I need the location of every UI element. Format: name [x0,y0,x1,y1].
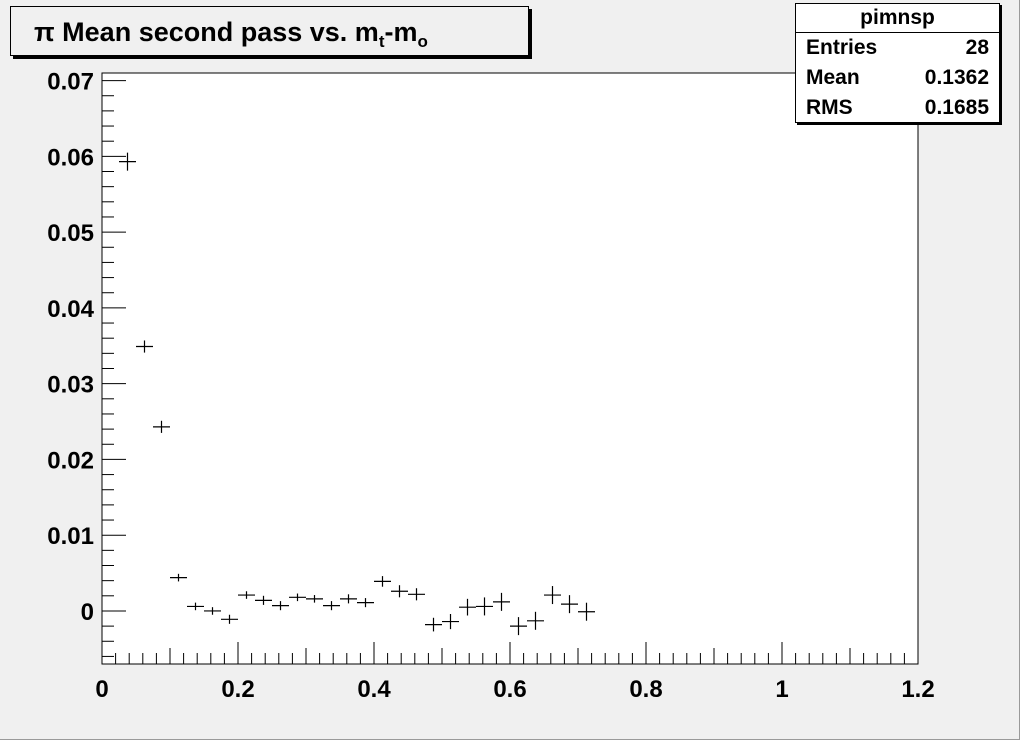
y-tick-label: 0.07 [47,69,94,96]
data-point [187,602,204,611]
x-tick-label: 0.6 [493,676,526,703]
data-point [221,614,238,624]
data-point [544,586,561,605]
title-middle: -m [384,17,418,47]
data-point [119,152,136,171]
y-tick-label: 0 [81,599,94,626]
data-point [408,588,425,601]
data-point [136,340,153,353]
stats-label: Entries [806,36,878,59]
stats-row-rms: RMS 0.1685 [796,93,999,123]
title-prefix: π Mean second pass vs. m [34,17,379,47]
data-point [510,617,527,636]
y-tick-label: 0.04 [47,296,94,323]
data-point [442,613,459,630]
data-point [255,595,272,605]
data-point [306,595,323,603]
y-tick-label: 0.01 [47,523,94,550]
title-subscript-t: t [378,32,385,51]
y-tick-label: 0.05 [47,220,94,247]
stats-label: Mean [806,66,860,89]
data-point [357,598,374,608]
stats-value: 0.1685 [924,96,989,119]
stats-value: 0.1362 [924,66,989,89]
y-tick-label: 0.02 [47,447,94,474]
stats-row-mean: Mean 0.1362 [796,63,999,93]
stats-name: pimnsp [796,4,999,33]
data-point [527,611,544,630]
data-point [476,597,493,616]
plot-frame [101,72,919,665]
data-point [459,598,476,616]
data-point [170,573,187,582]
data-point [391,585,408,598]
data-point [425,617,442,632]
data-point [323,601,340,611]
x-tick-label: 1.2 [901,676,934,703]
title-subscript-o: o [417,32,428,51]
data-point [578,602,595,621]
stats-row-entries: Entries 28 [796,33,999,63]
data-point [272,601,289,611]
x-tick-label: 1 [775,676,788,703]
stats-value: 28 [965,36,989,59]
chart-title: π Mean second pass vs. mt-mo [10,6,529,56]
data-point [289,593,306,602]
x-tick-label: 0.2 [221,676,254,703]
x-tick-label: 0 [95,676,108,703]
stats-box: pimnsp Entries 28 Mean 0.1362 RMS 0.1685 [795,3,1000,123]
data-point [153,420,170,433]
data-point [493,592,510,611]
data-point [374,576,391,587]
data-point [238,591,255,599]
data-point [561,595,578,614]
data-point [340,594,357,604]
y-tick-label: 0.06 [47,144,94,171]
y-tick-label: 0.03 [47,372,94,399]
x-tick-label: 0.4 [357,676,391,703]
data-point [204,607,221,615]
stats-label: RMS [806,96,853,119]
x-tick-label: 0.8 [629,676,662,703]
